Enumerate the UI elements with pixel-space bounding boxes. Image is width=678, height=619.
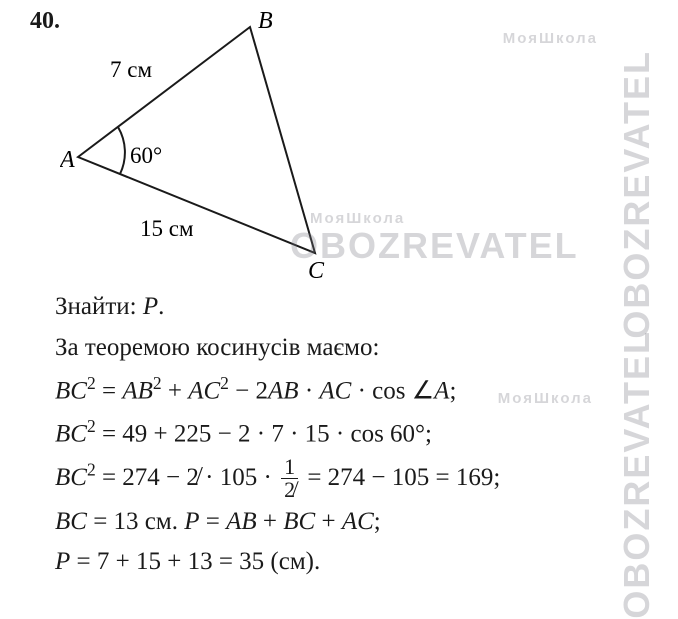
page-root: 40. A B C 7 см 15 см 60° Знайти: P. За т… — [0, 0, 678, 611]
side-label-AC: 15 см — [140, 216, 194, 241]
triangle-svg: A B C 7 см 15 см 60° — [60, 10, 390, 280]
vertex-label-C: C — [308, 258, 325, 280]
solution-text: Знайти: P. За теоремою косинусів маємо: … — [55, 288, 648, 584]
side-label-AB: 7 см — [110, 57, 152, 82]
solution-line-3: BC2 = AB2 + AC2 − 2AB · AC · cos ∠A; — [55, 370, 648, 411]
vertex-label-B: B — [258, 10, 273, 34]
angle-label: 60° — [130, 143, 162, 168]
vertex-label-A: A — [60, 147, 75, 173]
problem-number: 40. — [30, 8, 60, 35]
watermark-small-1: МояШкола — [503, 30, 598, 47]
solution-line-1: Знайти: P. — [55, 288, 648, 327]
solution-line-6: BC = 13 см. P = AB + BC + AC; — [55, 503, 648, 542]
triangle-diagram: A B C 7 см 15 см 60° — [60, 10, 390, 280]
solution-line-2: За теоремою косинусів маємо: — [55, 329, 648, 368]
solution-line-4: BC2 = 49 + 225 − 2 · 7 · 15 · cos 60°; — [55, 413, 648, 454]
solution-line-5: BC2 = 274 − 2̸ · 105 · 12̸ = 274 − 105 =… — [55, 456, 648, 501]
solution-line-7: P = 7 + 15 + 13 = 35 (см). — [55, 543, 648, 582]
angle-arc — [118, 127, 125, 174]
